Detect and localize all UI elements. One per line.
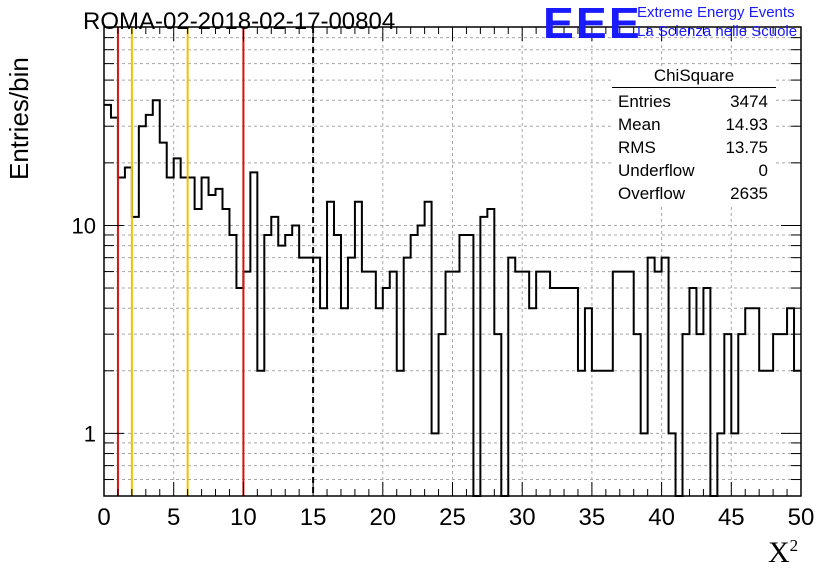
logo-tagline-1: Extreme Energy Events — [637, 4, 795, 21]
chart-title: ROMA-02-2018-02-17-00804 — [83, 8, 396, 35]
stats-row: Underflow 0 — [618, 161, 768, 180]
eee-logo: EEE — [543, 0, 642, 48]
x-tick-label: 30 — [509, 504, 536, 531]
stats-row: Entries 3474 — [618, 92, 768, 111]
y-tick-label: 10 — [72, 213, 96, 238]
y-axis-label: Entries/bin — [4, 57, 34, 180]
x-tick-label: 10 — [230, 504, 257, 531]
logo-tagline-2: La Scienza nelle Scuole — [637, 23, 798, 40]
stats-title: ChiSquare — [612, 66, 776, 88]
x-tick-label: 15 — [300, 504, 327, 531]
stats-row: Overflow 2635 — [618, 184, 768, 203]
x-tick-label: 0 — [97, 504, 110, 531]
axis-ticks — [103, 26, 802, 496]
x-tick-label: 20 — [369, 504, 396, 531]
x-tick-label: 35 — [579, 504, 606, 531]
stats-row: Mean 14.93 — [618, 115, 768, 134]
histogram-series — [104, 99, 801, 497]
x-tick-label: 50 — [788, 504, 815, 531]
histogram-line — [104, 99, 801, 497]
y-tick-label: 1 — [84, 421, 96, 446]
x-tick-label: 25 — [439, 504, 466, 531]
x-tick-label: 5 — [167, 504, 180, 531]
threshold-markers — [116, 27, 315, 496]
axis-tick-labels: 0 5 10 15 20 25 30 35 40 45 50 1 10 — [72, 213, 815, 531]
stats-row: RMS 13.75 — [618, 138, 768, 157]
x-tick-label: 40 — [648, 504, 675, 531]
stats-box: ChiSquare Entries 3474 Mean 14.93 RMS 13.75… — [612, 66, 776, 205]
x-tick-label: 45 — [718, 504, 745, 531]
x-axis-label: X2 — [768, 536, 799, 569]
